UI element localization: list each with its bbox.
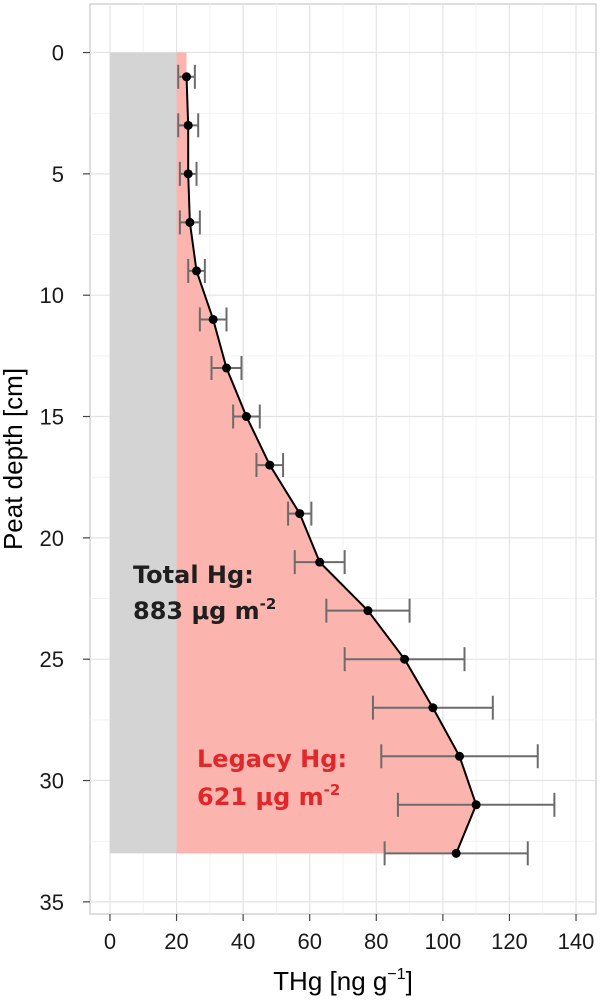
y-tick-label-25: 25 bbox=[40, 647, 64, 672]
data-point-depth-15 bbox=[241, 412, 251, 422]
data-point-depth-17 bbox=[265, 460, 275, 470]
x-axis-title-main: THg [ng g bbox=[273, 966, 387, 996]
y-tick-label-10: 10 bbox=[40, 283, 64, 308]
x-tick-label-0: 0 bbox=[104, 929, 116, 954]
annotation-legacy-value: 621 μg m bbox=[197, 783, 324, 811]
data-point-depth-5 bbox=[183, 169, 193, 179]
data-point-depth-13 bbox=[221, 363, 231, 373]
annotation-legacy-line2: 621 μg m-2 bbox=[197, 781, 340, 811]
x-axis-title-end: ] bbox=[406, 966, 413, 996]
data-point-depth-23 bbox=[363, 606, 373, 616]
annotation-total-line1: Total Hg: bbox=[133, 561, 254, 589]
x-axis-ticks: 0 20 40 60 80 100 120 140 bbox=[104, 914, 595, 954]
annotation-total-value: 883 μg m bbox=[133, 597, 260, 625]
x-tick-label-40: 40 bbox=[231, 929, 255, 954]
y-tick-label-0: 0 bbox=[52, 41, 64, 66]
data-point-depth-29 bbox=[455, 751, 465, 761]
data-point-depth-31 bbox=[471, 800, 481, 810]
x-tick-label-60: 60 bbox=[297, 929, 321, 954]
data-point-depth-19 bbox=[295, 509, 305, 519]
data-points bbox=[182, 72, 481, 858]
data-point-depth-9 bbox=[192, 266, 202, 276]
legacy-fill-area bbox=[176, 52, 477, 854]
x-tick-label-140: 140 bbox=[558, 929, 595, 954]
x-axis-title-sup: −1 bbox=[387, 966, 405, 983]
filled-areas bbox=[109, 52, 477, 854]
x-tick-label-80: 80 bbox=[364, 929, 388, 954]
annotation-total-line2: 883 μg m-2 bbox=[133, 595, 276, 625]
data-point-depth-25 bbox=[400, 654, 410, 664]
data-point-depth-33 bbox=[451, 848, 461, 858]
x-tick-label-100: 100 bbox=[425, 929, 462, 954]
annotation-legacy-sup: -2 bbox=[324, 781, 341, 799]
data-point-depth-11 bbox=[208, 314, 218, 324]
x-axis-title: THg [ng g−1] bbox=[273, 966, 413, 996]
data-point-depth-27 bbox=[428, 703, 438, 713]
data-point-depth-1 bbox=[182, 72, 192, 82]
data-point-depth-3 bbox=[183, 120, 193, 130]
background-band bbox=[109, 52, 177, 854]
y-tick-label-30: 30 bbox=[40, 769, 64, 794]
data-point-depth-21 bbox=[315, 557, 325, 567]
y-tick-label-20: 20 bbox=[40, 526, 64, 551]
annotation-total-sup: -2 bbox=[260, 595, 277, 613]
y-axis-ticks: 0 5 10 15 20 25 30 35 bbox=[40, 41, 90, 915]
x-tick-label-20: 20 bbox=[164, 929, 188, 954]
y-tick-label-35: 35 bbox=[40, 890, 64, 915]
annotation-legacy-line1: Legacy Hg: bbox=[197, 745, 347, 773]
y-tick-label-5: 5 bbox=[52, 162, 64, 187]
data-point-depth-7 bbox=[185, 217, 195, 227]
x-tick-label-120: 120 bbox=[491, 929, 528, 954]
y-axis-title: Peat depth [cm] bbox=[0, 368, 28, 550]
y-tick-label-15: 15 bbox=[40, 405, 64, 430]
